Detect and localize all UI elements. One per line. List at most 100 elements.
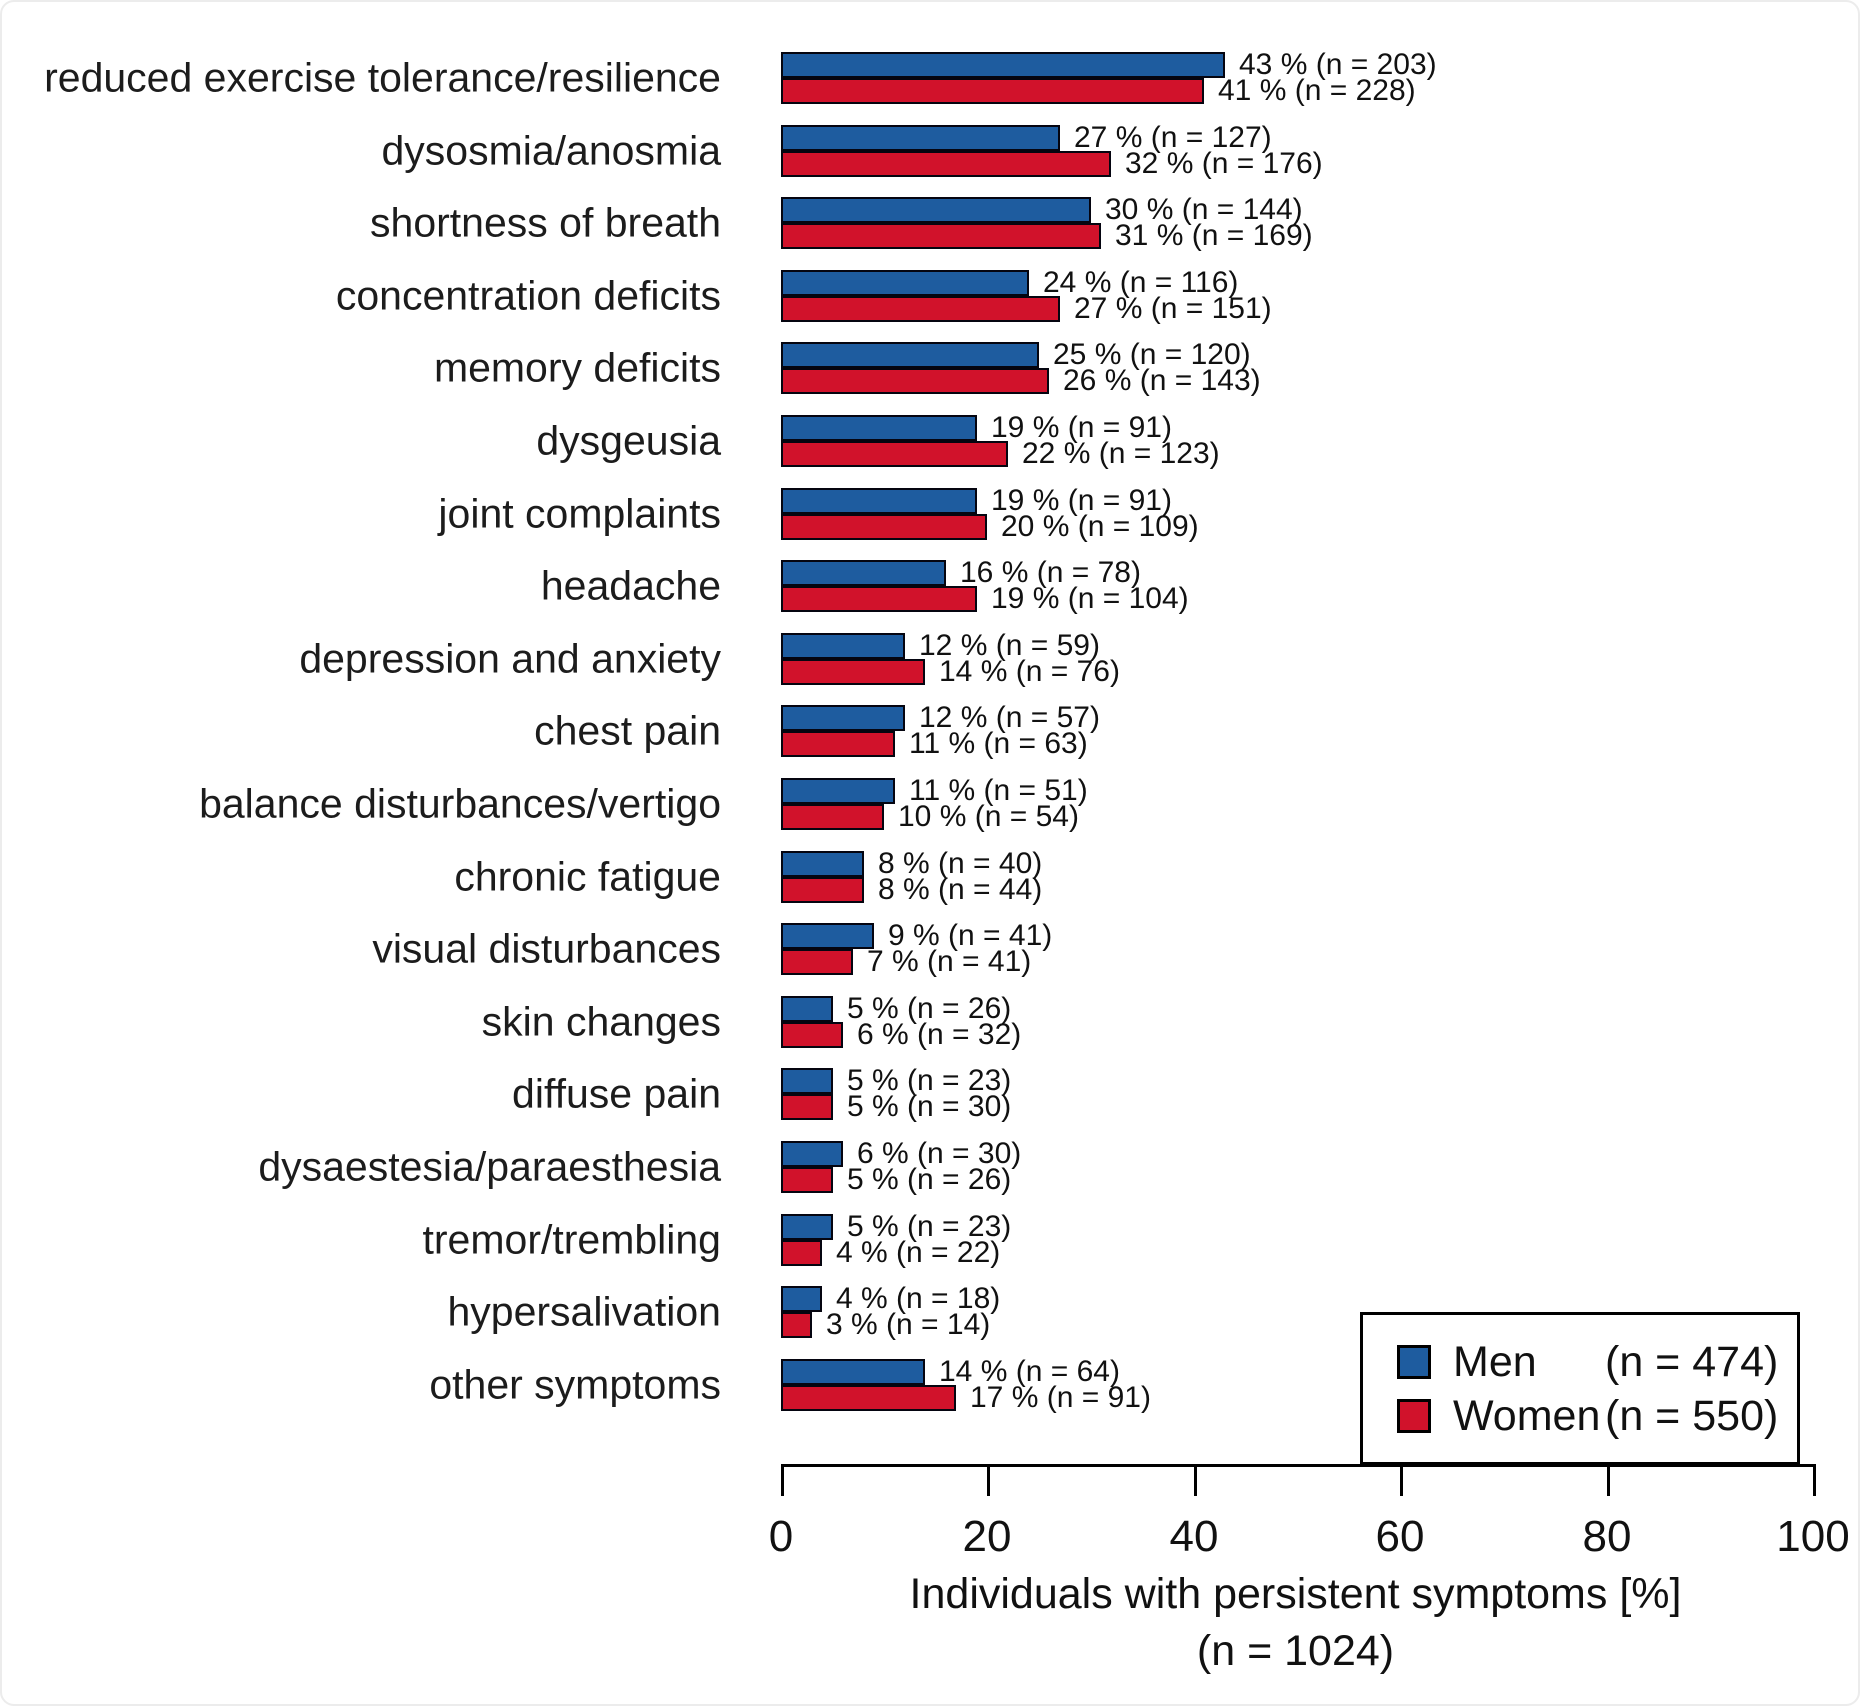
bar-value-label-women: 19 % (n = 104): [991, 582, 1189, 615]
bar-value-label-women: 41 % (n = 228): [1218, 74, 1416, 107]
category-label: joint complaints: [438, 490, 721, 537]
bar-men: [781, 342, 1039, 368]
bar-value-label-women: 11 % (n = 63): [909, 727, 1088, 760]
bar-women: [781, 441, 1008, 467]
category-label: shortness of breath: [370, 199, 721, 246]
legend-row-men: Men (n = 474): [1397, 1335, 1797, 1389]
category-label: diffuse pain: [512, 1070, 721, 1117]
bar-men: [781, 560, 946, 586]
bar-women: [781, 1167, 833, 1193]
x-axis-title: Individuals with persistent symptoms [%]: [909, 1570, 1682, 1618]
bar-value-label-men: 5 % (n = 26): [847, 992, 1012, 1025]
men-color-swatch: [1397, 1345, 1431, 1379]
bar-women: [781, 1312, 812, 1338]
bar-women: [781, 514, 987, 540]
bar-value-label-men: 16 % (n = 78): [960, 556, 1141, 589]
bar-men: [781, 1359, 925, 1385]
bar-women: [781, 151, 1111, 177]
category-label: reduced exercise tolerance/resilience: [44, 54, 721, 101]
bar-women: [781, 659, 925, 685]
x-axis-line: [781, 1464, 1813, 1467]
bar-men: [781, 633, 905, 659]
bar-women: [781, 877, 864, 903]
bar-value-label-men: 8 % (n = 40): [878, 847, 1043, 880]
bar-value-label-women: 31 % (n = 169): [1115, 219, 1313, 252]
bar-value-label-men: 24 % (n = 116): [1043, 266, 1239, 299]
bar-value-label-men: 27 % (n = 127): [1074, 121, 1272, 154]
bar-women: [781, 223, 1101, 249]
x-tick-label: 0: [768, 1512, 794, 1561]
bar-women: [781, 586, 977, 612]
women-color-swatch: [1397, 1399, 1431, 1433]
bar-value-label-men: 19 % (n = 91): [991, 411, 1172, 444]
bar-value-label-men: 5 % (n = 23): [847, 1210, 1012, 1243]
bar-value-label-women: 10 % (n = 54): [898, 800, 1079, 833]
bar-men: [781, 1214, 833, 1240]
bar-value-label-men: 12 % (n = 57): [919, 701, 1100, 734]
bar-women: [781, 804, 884, 830]
bar-women: [781, 949, 853, 975]
bar-women: [781, 296, 1060, 322]
category-label: tremor/trembling: [422, 1216, 721, 1263]
bar-value-label-women: 32 % (n = 176): [1125, 147, 1323, 180]
x-tick-label: 40: [1169, 1512, 1219, 1561]
bar-value-label-women: 14 % (n = 76): [939, 655, 1120, 688]
x-tick: [987, 1464, 990, 1496]
x-tick-label: 80: [1582, 1512, 1632, 1561]
category-label: visual disturbances: [372, 925, 721, 972]
bar-value-label-women: 17 % (n = 91): [970, 1381, 1151, 1414]
bar-value-label-men: 30 % (n = 144): [1105, 193, 1303, 226]
bar-women: [781, 78, 1204, 104]
category-label: dysaestesia/paraesthesia: [258, 1143, 721, 1190]
category-label: hypersalivation: [447, 1288, 722, 1335]
bar-men: [781, 125, 1060, 151]
x-tick: [1400, 1464, 1403, 1496]
legend-row-women: Women (n = 550): [1397, 1389, 1797, 1443]
category-label: headache: [540, 562, 721, 609]
bar-value-label-women: 8 % (n = 44): [878, 873, 1043, 906]
bar-value-label-men: 12 % (n = 59): [919, 629, 1100, 662]
bar-value-label-men: 14 % (n = 64): [939, 1355, 1120, 1388]
category-label: skin changes: [481, 998, 721, 1045]
bar-value-label-men: 25 % (n = 120): [1053, 338, 1251, 371]
legend-count-men: (n = 474): [1605, 1337, 1779, 1386]
legend: Men (n = 474) Women (n = 550): [1360, 1312, 1800, 1465]
category-label: dysgeusia: [536, 417, 721, 464]
bar-value-label-women: 5 % (n = 26): [847, 1163, 1012, 1196]
category-label: memory deficits: [433, 344, 721, 391]
bar-value-label-women: 4 % (n = 22): [836, 1236, 1001, 1269]
bar-value-label-women: 5 % (n = 30): [847, 1090, 1012, 1123]
category-label: concentration deficits: [335, 272, 721, 319]
x-tick: [1813, 1464, 1816, 1496]
bar-women: [781, 1240, 822, 1266]
bar-women: [781, 1385, 956, 1411]
bar-value-label-women: 27 % (n = 151): [1074, 292, 1272, 325]
category-label: depression and anxiety: [299, 635, 721, 682]
bar-men: [781, 415, 977, 441]
category-label: other symptoms: [429, 1361, 721, 1408]
bar-men: [781, 1141, 843, 1167]
bar-value-label-women: 26 % (n = 143): [1063, 364, 1261, 397]
bar-value-label-women: 20 % (n = 109): [1001, 510, 1199, 543]
bar-men: [781, 52, 1225, 78]
category-label: dysosmia/anosmia: [381, 127, 721, 174]
x-tick: [781, 1464, 784, 1496]
bar-women: [781, 368, 1049, 394]
bar-men: [781, 705, 905, 731]
bar-value-label-women: 22 % (n = 123): [1022, 437, 1220, 470]
bar-men: [781, 1068, 833, 1094]
bar-value-label-men: 4 % (n = 18): [836, 1282, 1001, 1315]
x-tick: [1194, 1464, 1197, 1496]
bar-value-label-men: 19 % (n = 91): [991, 484, 1172, 517]
bar-value-label-women: 3 % (n = 14): [826, 1308, 991, 1341]
category-label: balance disturbances/vertigo: [199, 780, 721, 827]
bar-men: [781, 923, 874, 949]
bar-men: [781, 851, 864, 877]
x-tick-label: 20: [962, 1512, 1012, 1561]
bar-value-label-men: 5 % (n = 23): [847, 1064, 1012, 1097]
bar-value-label-men: 11 % (n = 51): [909, 774, 1088, 807]
x-tick-label: 100: [1776, 1512, 1850, 1561]
bar-women: [781, 1022, 843, 1048]
bar-men: [781, 996, 833, 1022]
x-axis-subtitle: (n = 1024): [1196, 1627, 1395, 1675]
